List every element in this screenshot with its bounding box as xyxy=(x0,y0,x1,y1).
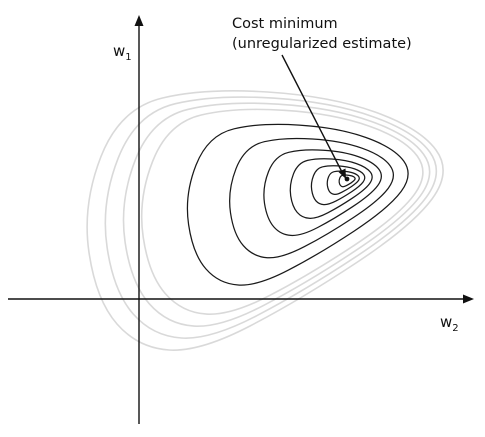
inner-contour-5 xyxy=(310,165,366,206)
inner-contour-1 xyxy=(186,123,409,286)
inner-contour-4 xyxy=(289,158,373,219)
annotation-line-1: Cost minimum xyxy=(232,16,338,32)
horizontal-axis-label: w2 xyxy=(440,313,459,334)
inner-contour-3 xyxy=(263,149,382,237)
inner-contour-6 xyxy=(326,170,360,196)
outer-contour-3 xyxy=(122,102,431,327)
outer-cost-contours xyxy=(86,90,444,351)
annotation-line-2: (unregularized estimate) xyxy=(232,36,412,52)
inner-contour-7 xyxy=(338,174,356,188)
vertical-axis-arrowhead xyxy=(134,15,144,26)
inner-cost-contours xyxy=(186,123,409,286)
outer-contour-2 xyxy=(104,96,438,339)
vertical-axis-label: w1 xyxy=(113,42,132,63)
cost-minimum-point xyxy=(344,176,350,182)
horizontal-axis-arrowhead xyxy=(463,294,474,304)
outer-contour-4 xyxy=(140,108,424,315)
annotation-pointer-arrowhead xyxy=(338,168,346,179)
axes xyxy=(8,15,474,424)
inner-contour-2 xyxy=(229,137,394,259)
outer-contour-1 xyxy=(86,90,444,351)
annotation-pointer-line xyxy=(281,54,344,175)
